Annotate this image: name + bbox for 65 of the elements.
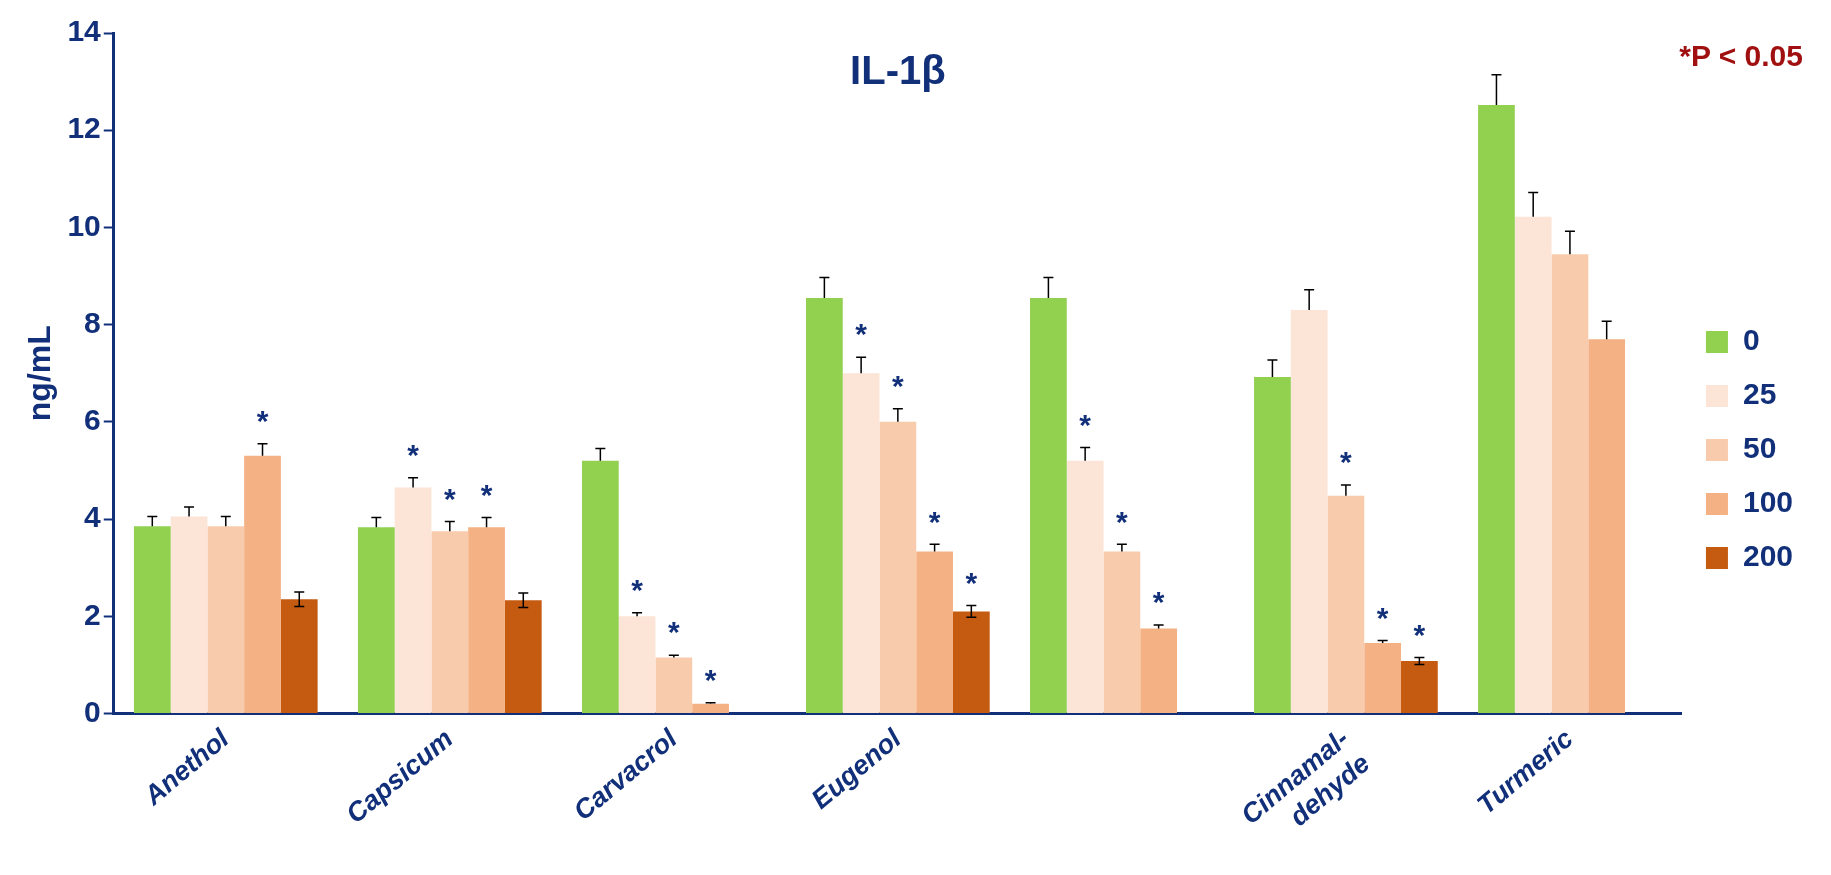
- data-label: *: [631, 573, 644, 607]
- bar: [1551, 254, 1589, 713]
- bar: [207, 526, 245, 713]
- bar: [1478, 104, 1515, 713]
- bar: [1066, 460, 1104, 713]
- y-axis-title: ng/mL: [21, 325, 58, 422]
- bar: [806, 297, 843, 713]
- bar: [1290, 310, 1328, 713]
- bar: [655, 657, 693, 713]
- bar: [280, 599, 318, 713]
- legend-label: 25: [1742, 377, 1777, 411]
- y-tick-label: 6: [84, 403, 101, 437]
- y-tick-label: 8: [84, 305, 101, 339]
- bar: [879, 421, 917, 713]
- bar: [1514, 216, 1552, 713]
- data-label: *: [855, 317, 868, 351]
- legend-label: 0: [1742, 323, 1760, 357]
- bar: [952, 611, 990, 713]
- bar: [431, 531, 469, 713]
- chart-title: IL-1β: [850, 48, 946, 93]
- data-label: *: [1079, 407, 1092, 441]
- bar: [1588, 339, 1626, 713]
- bar: [1254, 377, 1291, 713]
- y-tick-label: 10: [67, 208, 101, 242]
- legend-label: 100: [1742, 485, 1794, 519]
- annotation: *P < 0.05: [1679, 39, 1803, 73]
- y-tick-label: 4: [84, 500, 102, 534]
- data-label: *: [443, 481, 456, 515]
- bar: [244, 455, 281, 713]
- bar: [618, 616, 656, 713]
- data-label: *: [407, 438, 420, 471]
- bar: [170, 516, 208, 713]
- legend-label: 200: [1742, 539, 1794, 573]
- bar: [1103, 551, 1141, 713]
- bar: [1364, 642, 1402, 713]
- data-label: *: [256, 403, 269, 437]
- data-label: *: [965, 565, 978, 599]
- legend-label: 50: [1742, 431, 1777, 465]
- bar: [1327, 495, 1365, 713]
- data-label: *: [704, 663, 717, 697]
- bar: [692, 703, 729, 713]
- bar: [133, 526, 171, 713]
- bar: [842, 373, 880, 713]
- data-label: *: [1116, 504, 1129, 538]
- y-tick-label: 14: [67, 14, 102, 48]
- y-tick-label: 0: [84, 694, 101, 728]
- data-label: *: [480, 477, 493, 511]
- bar: [1401, 660, 1438, 713]
- bar: [504, 600, 542, 713]
- bar: [916, 551, 953, 713]
- bar: [1140, 628, 1177, 713]
- data-label: *: [928, 504, 941, 538]
- y-tick-label: 2: [84, 597, 101, 631]
- bar: [357, 527, 395, 713]
- data-label: *: [1152, 585, 1165, 619]
- data-label: *: [667, 615, 680, 649]
- bar: [468, 527, 505, 713]
- bar: [394, 487, 432, 713]
- data-label: *: [892, 368, 905, 402]
- data-label: *: [1376, 600, 1389, 634]
- bar: [581, 460, 619, 713]
- bar: [1030, 297, 1067, 713]
- y-tick-label: 12: [67, 111, 101, 145]
- data-label: *: [1340, 445, 1353, 479]
- data-label: *: [1413, 617, 1426, 651]
